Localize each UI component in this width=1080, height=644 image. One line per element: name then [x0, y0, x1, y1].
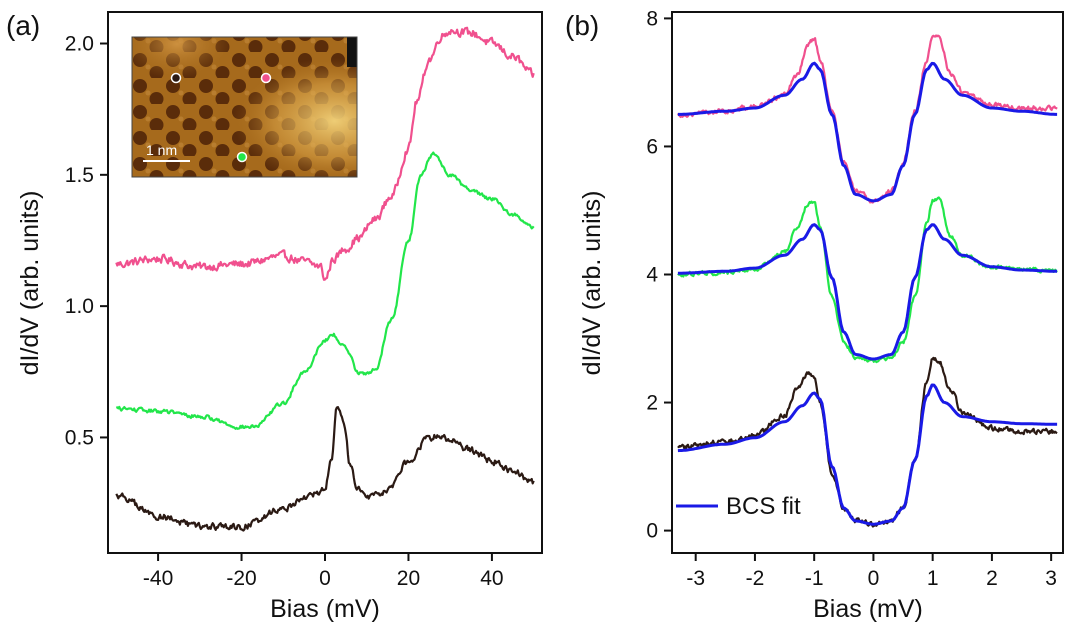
panel-b-ylabel: dI/dV (arb. units) — [578, 191, 606, 376]
inset-marker-green-site — [236, 151, 248, 163]
panel-b-series-1 — [677, 61, 1058, 203]
panel-a-xtick-label-1: -20 — [226, 567, 256, 590]
panel-b-ytick-label-1: 2 — [646, 392, 658, 415]
panel-b-series-0 — [676, 34, 1058, 204]
panel-a-xtick-label-3: 20 — [397, 567, 420, 590]
panel-a-ytick-label-3: 2.0 — [65, 33, 94, 56]
panel-b: -3 -2 -1 0 1 2 3 0 2 4 6 8 BCS fit Bias (mV) dI/dV … — [578, 7, 1064, 623]
panel-a-series-0 — [115, 26, 535, 281]
panel-b-xtick-label-2: -1 — [805, 567, 824, 590]
panel-a-ytick-label-0: 0.5 — [65, 426, 94, 449]
panel-b-ytick-label-2: 4 — [646, 263, 658, 286]
legend-label-bcs-fit: BCS fit — [726, 493, 801, 520]
panel-b-series-2 — [677, 196, 1058, 364]
panel-b-series-3 — [677, 223, 1058, 361]
inset-topograph: 1 nm — [131, 36, 358, 178]
panel-a-ytick-label-1: 1.0 — [65, 295, 94, 318]
panel-b-label: (b) — [565, 10, 599, 41]
panel-a-label: (a) — [6, 10, 40, 41]
panel-b-xtick-label-1: -2 — [746, 567, 765, 590]
panel-a: -40 -20 0 20 40 0.5 1.0 1.5 2.0 — [16, 11, 543, 623]
panel-b-xtick-label-4: 1 — [927, 567, 939, 590]
panel-b-xtick-label-6: 3 — [1045, 567, 1057, 590]
panel-a-axes: -40 -20 0 20 40 0.5 1.0 1.5 2.0 — [65, 33, 504, 590]
panel-b-xtick-label-3: 0 — [868, 567, 880, 590]
panel-b-frame — [671, 11, 1064, 554]
panel-a-series-1 — [115, 151, 535, 430]
panel-b-ytick-label-3: 6 — [646, 135, 658, 158]
inset-marker-pink-site — [260, 72, 272, 84]
panel-b-xlabel: Bias (mV) — [813, 595, 923, 623]
inset-marker-black-site — [170, 72, 182, 84]
panel-a-xlabel: Bias (mV) — [270, 595, 380, 623]
panel-a-ytick-label-2: 1.5 — [65, 164, 94, 187]
panel-a-ylabel: dI/dV (arb. units) — [16, 191, 44, 376]
panel-b-ytick-label-0: 0 — [646, 520, 658, 543]
panel-a-xtick-label-2: 0 — [319, 567, 331, 590]
panel-a-xtick-label-4: 40 — [480, 567, 503, 590]
legend: BCS fit — [676, 493, 801, 520]
panel-a-series-2 — [115, 406, 535, 532]
panel-b-series-5 — [677, 383, 1058, 526]
inset-scale-label: 1 nm — [146, 142, 177, 158]
panel-b-xtick-label-0: -3 — [686, 567, 705, 590]
panel-b-xtick-label-5: 2 — [986, 567, 998, 590]
panel-a-xtick-label-0: -40 — [143, 567, 173, 590]
panel-b-series-layer — [676, 34, 1058, 528]
panel-b-ytick-label-4: 8 — [646, 7, 658, 30]
panel-b-axes: -3 -2 -1 0 1 2 3 0 2 4 6 8 — [646, 7, 1057, 590]
panel-a-series-layer — [115, 26, 535, 532]
